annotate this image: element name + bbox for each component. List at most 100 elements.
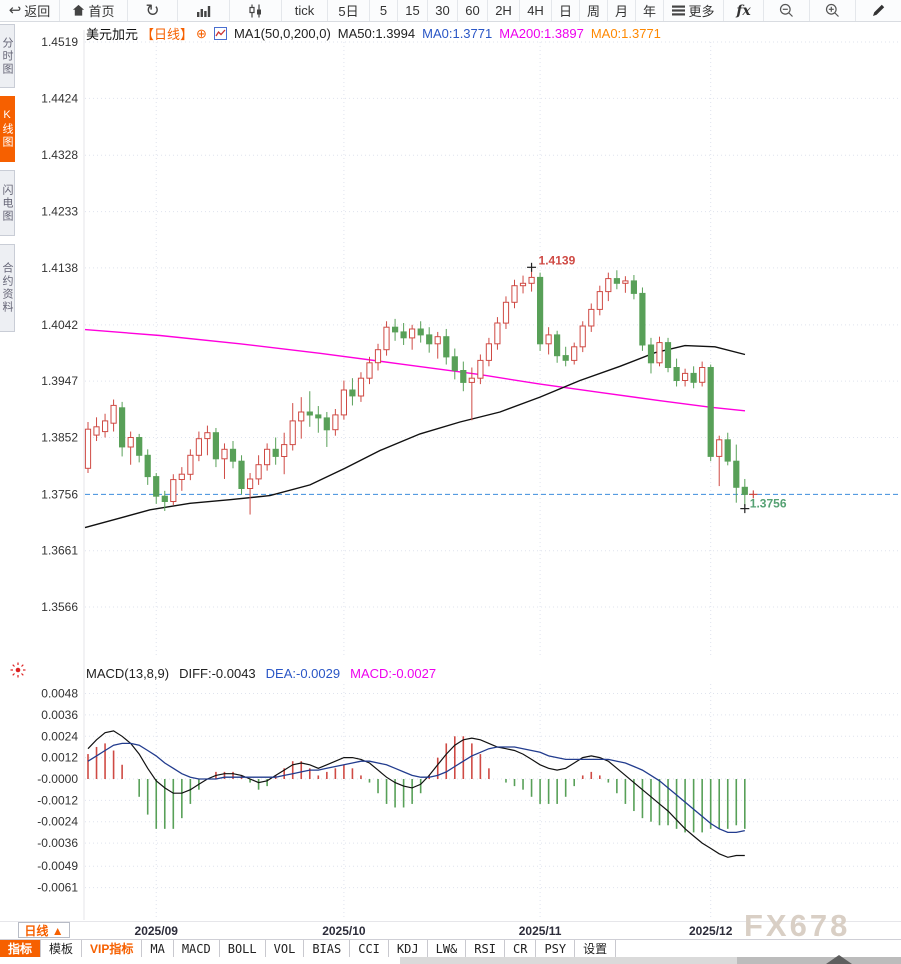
back-button[interactable]: ↩ 返回 [0,0,60,21]
tab-cr[interactable]: CR [505,940,537,957]
sidebar-label-kline-chart: K线图 [1,109,13,149]
more-button[interactable]: 更多 [664,0,724,21]
interval-tick-button[interactable]: tick [282,0,328,21]
ma50-value: MA50:1.3994 [337,26,416,41]
interval-30m-button[interactable]: 30 [428,0,458,21]
interval-5d-label: 5日 [338,4,359,19]
tab-settings-label: 设置 [583,942,608,956]
interval-5m-button[interactable]: 5 [370,0,398,21]
fx-icon: fx [736,2,751,19]
tab-kdj[interactable]: KDJ [389,940,428,957]
bottom-scrollbar-thumb[interactable] [737,957,901,964]
formula-button[interactable]: fx [724,0,764,21]
tab-indicator[interactable]: 指标 [0,940,42,957]
interval-week-button[interactable]: 周 [580,0,608,21]
interval-60m-button[interactable]: 60 [458,0,488,21]
svg-text:1.3756: 1.3756 [41,487,78,501]
interval-year-button[interactable]: 年 [636,0,664,21]
home-label: 首页 [88,4,115,19]
tab-boll[interactable]: BOLL [220,940,266,957]
zoom-out-button[interactable] [764,0,810,21]
tab-vol[interactable]: VOL [266,940,305,957]
tab-settings[interactable]: 设置 [575,940,617,957]
sidebar-item-contract-info[interactable]: 合约资料 [0,244,15,332]
interval-60m-label: 60 [465,3,480,18]
panel-expand-handle-icon[interactable] [826,955,852,964]
svg-text:1.4233: 1.4233 [41,205,78,219]
interval-30m-label: 30 [435,3,450,18]
pencil-icon [871,3,886,18]
x-axis-tick: 2025/10 [322,924,366,938]
symbol-name: 美元加元 [86,27,139,42]
tab-lwr-label: LW& [435,941,458,956]
svg-text:1.3566: 1.3566 [41,600,78,614]
refresh-icon: ↻ [145,1,160,20]
macd-dea-value: DEA:-0.0029 [265,666,341,681]
tab-lwr[interactable]: LW& [428,940,467,957]
price-axis-labels: 1.4519 1.4424 1.4328 1.4233 1.4138 1.4042 1.39… [37,35,78,895]
svg-text:0.0024: 0.0024 [41,729,78,743]
x-axis-tick: 2025/12 [688,924,733,938]
tab-vip-indicator[interactable]: VIP指标 [82,940,143,957]
tab-cr-label: CR [512,941,528,956]
home-button[interactable]: 首页 [60,0,128,21]
tab-rsi-label: RSI [474,941,496,956]
x-axis-tick: 2025/11 [518,924,562,938]
home-icon [72,4,85,17]
candlestick-view-button[interactable] [230,0,282,21]
top-toolbar: ↩ 返回 首页 ↻ tick 5日 [0,0,901,22]
ma0-blue-value: MA0:1.3771 [422,26,493,41]
tab-psy-label: PSY [544,941,567,956]
interval-5d-button[interactable]: 5日 [328,0,370,21]
tab-boll-label: BOLL [227,941,257,956]
refresh-button[interactable]: ↻ [128,0,178,21]
sidebar-item-time-chart[interactable]: 分时图 [0,24,15,88]
bar-chart-icon [196,4,212,18]
interval-tick-label: tick [294,3,315,18]
tab-indicator-label: 指标 [8,942,33,956]
interval-month-button[interactable]: 月 [608,0,636,21]
bar-chart-view-button[interactable] [178,0,230,21]
sidebar-item-lightning-chart[interactable]: 闪电图 [0,170,15,236]
draw-button[interactable] [856,0,900,21]
zoom-in-icon [825,3,840,18]
tab-template[interactable]: 模板 [41,940,83,957]
macd-dea-line [87,742,745,834]
indicator-settings-icon[interactable] [9,661,27,684]
svg-text:1.4519: 1.4519 [41,35,78,49]
interval-15m-label: 15 [405,3,420,18]
macd-histogram [87,736,746,833]
svg-text:-0.0012: -0.0012 [37,793,78,807]
period-selector-button[interactable]: 日线 ▲ [18,922,70,938]
svg-text:-0.0000: -0.0000 [37,772,78,786]
interval-4h-button[interactable]: 4H [520,0,552,21]
period-selector-label: 日线 ▲ [24,923,64,938]
ma0-orange-value: MA0:1.3771 [590,26,661,41]
back-arrow-icon: ↩ [8,2,22,19]
tab-macd[interactable]: MACD [174,940,220,957]
ma200-value: MA200:1.3897 [499,26,584,41]
zoom-in-button[interactable] [810,0,856,21]
svg-text:1.4138: 1.4138 [41,261,78,275]
sidebar-item-kline-chart[interactable]: K线图 [0,96,15,162]
tab-cci[interactable]: CCI [350,940,389,957]
ma50-line [84,344,746,529]
svg-text:0.0048: 0.0048 [41,687,78,701]
interval-month-label: 月 [614,4,628,19]
interval-day-button[interactable]: 日 [552,0,580,21]
interval-4h-label: 4H [527,3,544,18]
svg-text:1.3947: 1.3947 [41,374,78,388]
add-favorite-icon[interactable]: ⊕ [196,25,207,41]
tab-psy[interactable]: PSY [536,940,576,957]
menu-icon [672,5,686,16]
tab-bias[interactable]: BIAS [304,940,351,957]
period-label: 【日线】 [141,27,194,42]
macd-diff-value: DIFF:-0.0043 [179,666,256,681]
interval-5m-label: 5 [379,3,388,18]
tab-rsi[interactable]: RSI [466,940,505,957]
interval-15m-button[interactable]: 15 [398,0,428,21]
interval-2h-button[interactable]: 2H [488,0,520,21]
bottom-scrollbar-track[interactable] [400,957,901,964]
tab-ma[interactable]: MA [142,940,174,957]
